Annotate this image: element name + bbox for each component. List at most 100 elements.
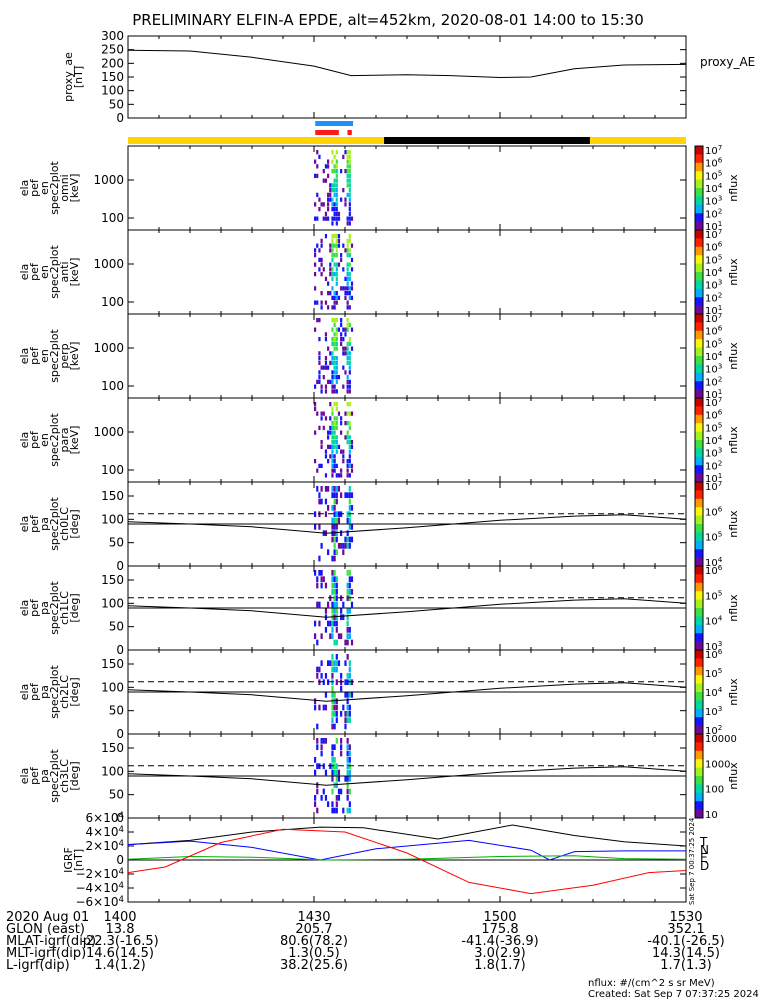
spectrogram-pixel — [348, 492, 351, 499]
spectrogram-pixel — [331, 711, 334, 717]
y-tick-label: 4×104 — [86, 825, 124, 839]
y-tick-label: 0 — [116, 811, 124, 825]
spectrogram-pixel — [324, 276, 328, 282]
spectrogram-pixel — [340, 788, 343, 795]
spectrogram-pixel — [333, 595, 336, 602]
spectrogram-pixel — [346, 679, 349, 686]
spectrogram-pixel — [331, 685, 334, 692]
spectrogram-pixel — [318, 498, 321, 505]
spectrogram-pixel — [314, 159, 317, 164]
y-axis-label-word: en — [38, 265, 51, 279]
spectrogram-pixel — [322, 169, 325, 174]
spectrogram-pixel — [348, 202, 351, 207]
spectrogram-pixel — [346, 543, 349, 549]
y-axis-label-word: omni — [58, 174, 71, 201]
spectrogram-pixel — [320, 673, 323, 679]
spectrogram-pixel — [331, 505, 334, 511]
spectrogram-pixel — [346, 430, 349, 435]
y-tick-label: 0 — [116, 643, 124, 657]
colorbar-segment — [695, 196, 703, 206]
colorbar-segment — [695, 692, 703, 701]
spectrogram-pixel — [348, 524, 351, 530]
colorbar-segment — [695, 263, 703, 273]
spectrogram-pixel — [320, 202, 323, 207]
spectrogram-pixel — [348, 570, 351, 576]
spectrogram-pixel — [327, 305, 330, 310]
colorbar-tick-label: 105 — [705, 666, 722, 680]
spectrogram-pixel — [333, 444, 336, 450]
spectrogram-pixel — [348, 717, 351, 724]
panel-ela_pef_pa_spec2plot_ch2LC: 150 100 50 0 106 105 104 103 102 nflux elapefpaspe… — [18, 647, 740, 741]
spectrogram-pixel — [318, 666, 321, 673]
colorbar-segment — [695, 356, 703, 365]
colorbar-segment — [695, 540, 703, 550]
colorbar-tick-label: 103 — [705, 194, 722, 208]
spectrogram-pixel — [344, 692, 347, 698]
colorbar-segment — [695, 389, 703, 399]
spectrogram-pixel — [331, 570, 334, 576]
spectrogram-pixel — [340, 738, 343, 744]
spectrogram-pixel — [324, 738, 328, 744]
spectrogram-pixel — [350, 505, 354, 511]
spectrogram-pixel — [335, 601, 338, 608]
spectrogram-pixel — [346, 776, 349, 782]
colorbar-segment — [695, 246, 703, 256]
spectrogram-pixel — [322, 704, 325, 711]
colorbar-segment — [695, 582, 703, 592]
y-axis-label: proxy_ae[nT] — [62, 52, 85, 102]
y-axis-label-word: pef — [28, 514, 41, 533]
spectrogram-pixel — [320, 365, 323, 370]
colorbar-segment — [695, 314, 703, 323]
y-axis-label-word: [deg] — [68, 593, 81, 622]
spectrogram-pixel — [342, 188, 345, 193]
spectrogram-pixel — [346, 698, 349, 705]
spectrogram-pixel — [333, 192, 336, 198]
spectrogram-pixel — [324, 360, 328, 366]
spectrogram-pixel — [348, 660, 351, 667]
spectrogram-pixel — [337, 769, 341, 776]
y-axis-label-word: pa — [38, 685, 51, 699]
y-axis-label-word: ch2LC — [58, 675, 71, 709]
colorbar-tick-label: 101 — [705, 219, 722, 233]
colorbar-segment — [695, 398, 703, 407]
spectrogram-pixel — [331, 757, 334, 763]
x-table-cell: -22.3(-16.5) — [81, 934, 158, 949]
spectrogram-pixel — [344, 169, 347, 174]
spectrogram-pixel — [348, 384, 351, 389]
spectrogram-pixel — [346, 570, 349, 576]
spectrogram-pixel — [331, 449, 334, 454]
x-table-cell: -41.4(-36.9) — [461, 934, 538, 949]
spectrogram-pixel — [316, 807, 319, 814]
colorbar-segment — [695, 280, 703, 290]
spectrogram-pixel — [329, 267, 332, 272]
spectrogram-pixel — [340, 332, 343, 337]
spectrogram-pixel — [333, 589, 336, 595]
colorbar-segment — [695, 406, 703, 416]
plot-title: PRELIMINARY ELFIN-A EPDE, alt=452km, 202… — [132, 11, 644, 29]
spectrogram-pixel — [335, 243, 338, 248]
loss-cone-line — [127, 514, 687, 534]
spectrogram-pixel — [346, 262, 349, 267]
spectrogram-pixel — [324, 704, 328, 711]
spectrogram-pixel — [331, 536, 334, 543]
spectrogram-pixel — [314, 253, 317, 258]
y-tick-label: 0 — [116, 559, 124, 573]
colorbar-tick-label: 103 — [705, 278, 722, 292]
spectrogram-pixel — [337, 517, 341, 524]
spectrogram-pixel — [335, 216, 338, 221]
spectrogram-pixel — [346, 169, 349, 174]
x-table-cell: 352.1 — [667, 922, 704, 937]
spectrogram-pixel — [331, 356, 334, 361]
colorbar-tick-label: 102 — [705, 290, 722, 304]
spectrogram-pixel — [333, 365, 336, 370]
colorbar-tick-label: 104 — [705, 181, 723, 195]
spectrogram-pixel — [346, 272, 349, 277]
spectrogram-pixel — [335, 524, 338, 530]
spectrogram-pixel — [350, 492, 354, 499]
spectrogram-pixel — [331, 351, 334, 356]
spectrogram-pixel — [314, 216, 317, 221]
colorbar-segment — [695, 683, 703, 693]
panels-layer: 300250200150100500proxy_AEproxy_ae[nT]10… — [18, 29, 755, 909]
